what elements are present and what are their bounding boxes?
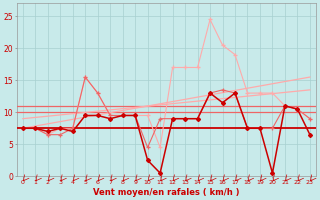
- X-axis label: Vent moyen/en rafales ( km/h ): Vent moyen/en rafales ( km/h ): [93, 188, 240, 197]
